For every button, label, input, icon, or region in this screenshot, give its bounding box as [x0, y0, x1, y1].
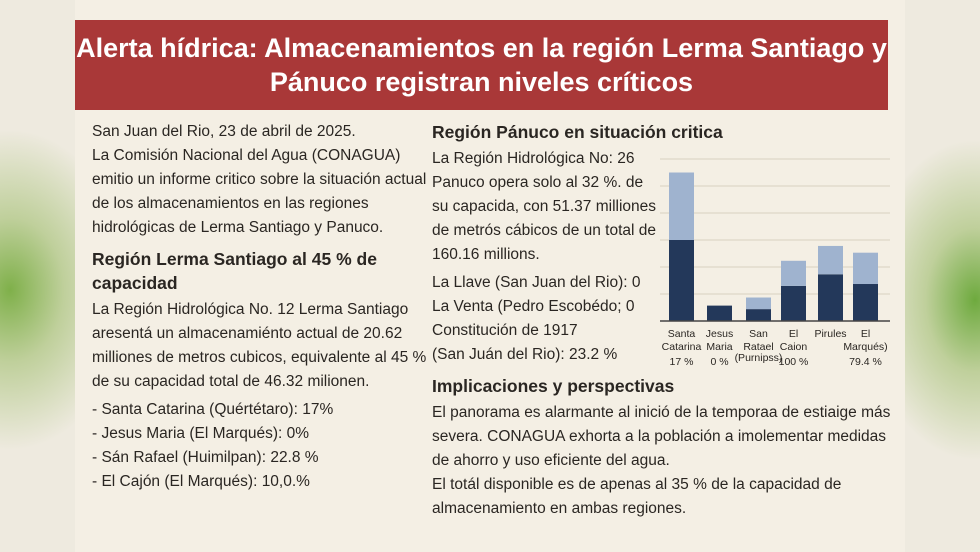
- list-item: - Santa Catarina (Quértétaro): 17%: [92, 401, 334, 418]
- bar-dark: [853, 284, 878, 321]
- bar-dark: [707, 305, 732, 321]
- panuco-body: La Región Hidrológica No: 26 Panuco oper…: [432, 150, 657, 263]
- tick-label: San: [749, 328, 768, 340]
- panuco-heading: Región Pánuco en situación critica: [432, 122, 723, 142]
- list-item: - Jesus Maria (El Marqués): 0%: [92, 425, 310, 442]
- list-item: La Venta (Pedro Escobédo; 0: [432, 298, 635, 315]
- data-label: 0 %: [710, 356, 728, 368]
- tick-label: Caion: [780, 341, 808, 353]
- right-column: Región Pánuco en situación critica La Re…: [432, 120, 902, 521]
- data-label: (Purnipss): [735, 352, 783, 364]
- list-item: (San Juán del Rio): 23.2 %: [432, 346, 618, 363]
- bar-light: [853, 252, 878, 285]
- list-item: Constitución de 1917: [432, 322, 578, 339]
- bar-light: [669, 172, 694, 240]
- headline: Alerta hídrica: Almacenamientos en la re…: [75, 20, 888, 110]
- tick-label: El: [861, 328, 870, 340]
- data-label: 100 %: [779, 356, 809, 368]
- tick-label: Santa: [668, 328, 696, 340]
- implicaciones-heading: Implicaciones y perspectivas: [432, 376, 675, 396]
- bar-dark: [669, 240, 694, 321]
- tick-label: Maria: [706, 341, 732, 353]
- data-label: 17 %: [670, 356, 694, 368]
- bar-light: [818, 245, 843, 275]
- bar-light: [746, 297, 771, 310]
- tick-label: Ratael: [743, 341, 773, 353]
- list-item: - Sán Rafael (Huimilpan): 22.8 %: [92, 449, 319, 466]
- bar-light: [781, 260, 806, 286]
- lerma-heading: Región Lerma Santiago al 45 % de capacid…: [92, 249, 377, 293]
- dateline: San Juan del Rio, 23 de abril de 2025.: [92, 123, 356, 140]
- bar-dark: [818, 274, 843, 321]
- lerma-body: La Región Hidrológica No. 12 Lerma Santi…: [92, 301, 427, 390]
- bar-dark: [746, 309, 771, 321]
- implicaciones-body: El panorama es alarmante al inició de la…: [432, 404, 891, 469]
- tick-label: El: [789, 328, 798, 340]
- implicaciones-body-2: El totál disponible es de apenas al 35 %…: [432, 476, 842, 517]
- bar-dark: [781, 285, 806, 321]
- tick-label: Catarina: [662, 341, 702, 353]
- data-label: 79.4 %: [849, 356, 882, 368]
- list-item: - El Cajón (El Marqués): 10,0.%: [92, 473, 310, 490]
- list-item: La Llave (San Juan del Rio): 0: [432, 274, 641, 291]
- tick-label: Jesus: [706, 328, 733, 340]
- intro-paragraph: La Comisión Nacional del Agua (CONAGUA) …: [92, 147, 427, 236]
- left-column: San Juan del Rio, 23 de abril de 2025. L…: [92, 120, 432, 494]
- tick-label: Marqués): [843, 341, 887, 353]
- tick-label: Pirules: [814, 328, 846, 340]
